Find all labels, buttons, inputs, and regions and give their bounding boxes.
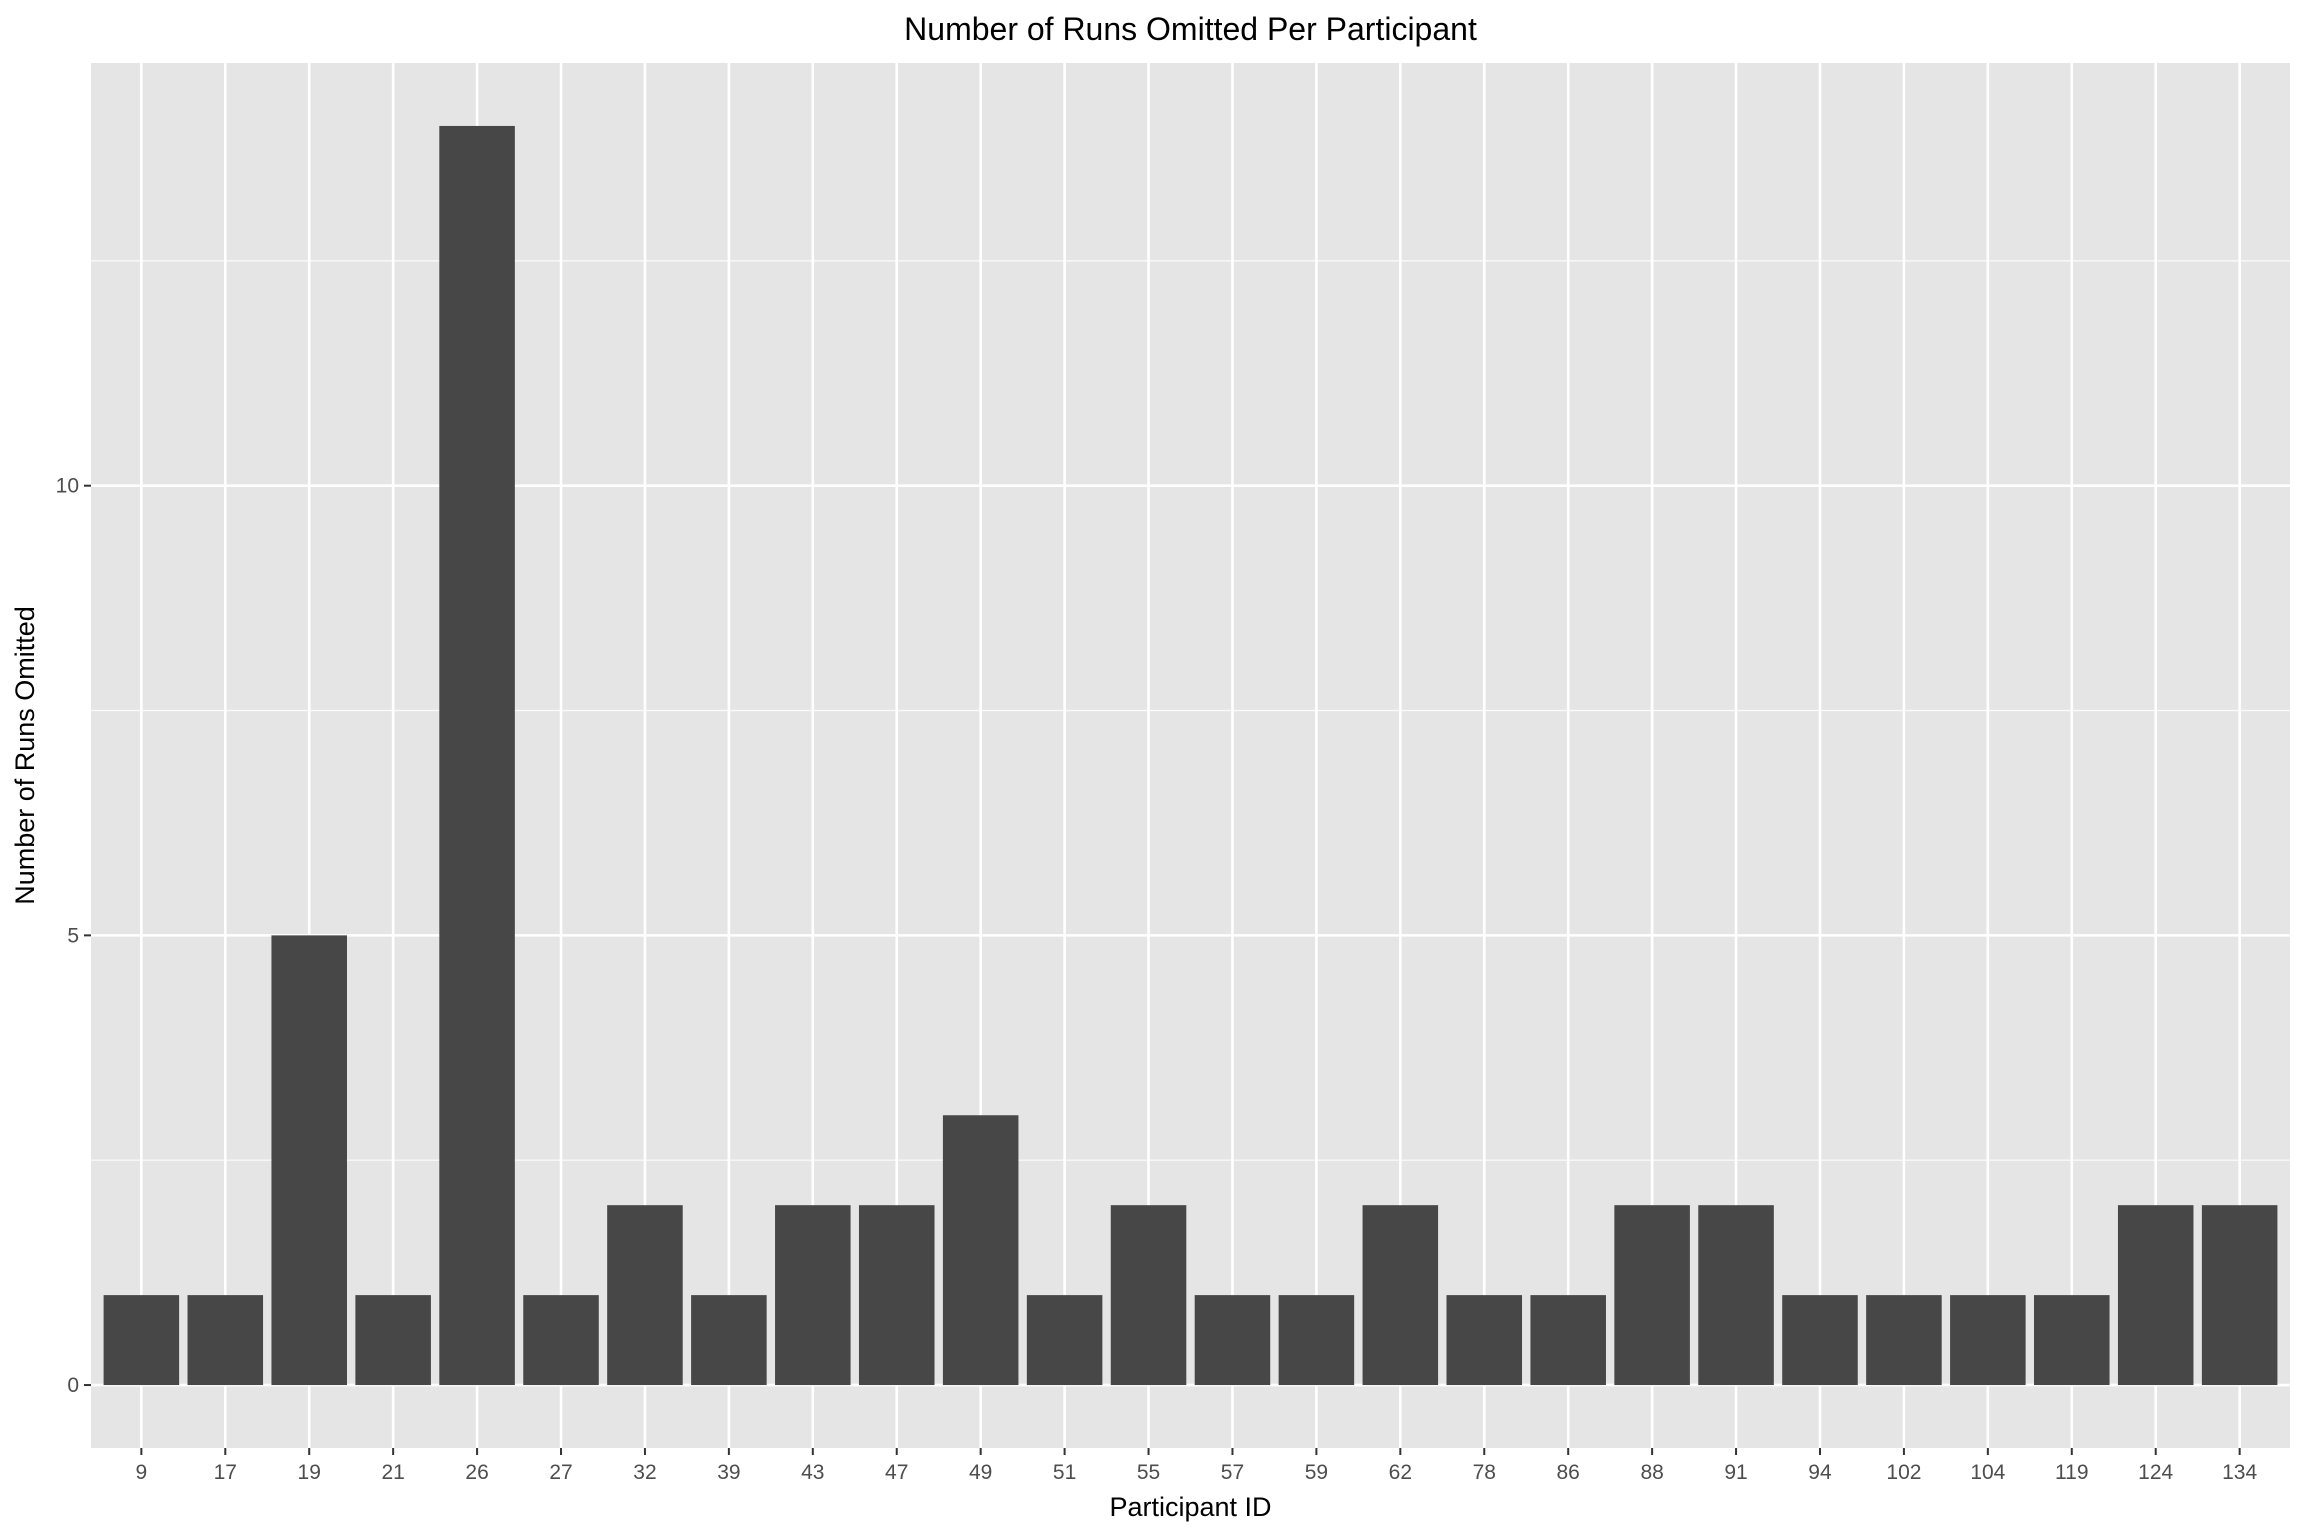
bar-17 <box>187 1295 264 1386</box>
x-tick-label: 57 <box>1221 1461 1244 1484</box>
bar-39 <box>691 1295 767 1386</box>
bar-62 <box>1362 1205 1439 1386</box>
x-tick-label: 104 <box>1970 1461 2005 1484</box>
x-tick-label: 26 <box>465 1461 488 1484</box>
chart-title: Number of Runs Omitted Per Participant <box>904 11 1477 47</box>
bar-9 <box>103 1295 180 1386</box>
y-axis-title: Number of Runs Omitted <box>10 606 40 905</box>
bar-88 <box>1614 1205 1690 1386</box>
x-tick-label: 19 <box>298 1461 321 1484</box>
bar-49 <box>942 1115 1019 1386</box>
bar-134 <box>2201 1205 2278 1386</box>
x-tick-label: 21 <box>381 1461 404 1484</box>
bar-102 <box>1866 1295 1942 1386</box>
x-tick-label: 47 <box>885 1461 908 1484</box>
y-tick-label: 10 <box>56 475 79 498</box>
axes: 0 5 10 9 17 19 21 26 27 32 39 43 47 49 51 55 57 59 62 78 86 8… <box>56 475 2258 1484</box>
bar-43 <box>775 1205 851 1386</box>
x-tick-label: 55 <box>1137 1461 1160 1484</box>
x-tick-label: 124 <box>2138 1461 2173 1484</box>
x-tick-label: 51 <box>1053 1461 1076 1484</box>
bar-124 <box>2117 1205 2194 1386</box>
bar-91 <box>1698 1205 1774 1386</box>
bar-19 <box>271 935 347 1386</box>
x-tick-label: 86 <box>1557 1461 1580 1484</box>
x-tick-label: 134 <box>2222 1461 2257 1484</box>
y-tick-label: 5 <box>67 924 79 947</box>
bar-21 <box>355 1295 431 1386</box>
bar-47 <box>858 1205 935 1386</box>
x-tick-label: 32 <box>633 1461 656 1484</box>
y-tick-label: 0 <box>67 1374 79 1397</box>
x-tick-label: 9 <box>136 1461 148 1484</box>
x-tick-label: 49 <box>969 1461 992 1484</box>
x-tick-label: 62 <box>1389 1461 1412 1484</box>
bar-59 <box>1278 1295 1355 1386</box>
x-axis-title: Participant ID <box>1109 1492 1271 1522</box>
x-tick-label: 27 <box>549 1461 572 1484</box>
bar-57 <box>1194 1295 1271 1386</box>
bar-32 <box>607 1205 683 1386</box>
x-tick-label: 39 <box>717 1461 740 1484</box>
plot-panel <box>91 63 2290 1448</box>
bar-27 <box>523 1295 599 1386</box>
bars <box>103 125 2278 1386</box>
x-tick-label: 17 <box>214 1461 237 1484</box>
bar-26 <box>439 125 515 1386</box>
x-tick-label: 88 <box>1640 1461 1663 1484</box>
x-tick-label: 59 <box>1305 1461 1328 1484</box>
x-tick-label: 102 <box>1886 1461 1921 1484</box>
bar-104 <box>1950 1295 2026 1386</box>
bar-78 <box>1446 1295 1523 1386</box>
bar-94 <box>1782 1295 1858 1386</box>
bar-86 <box>1530 1295 1606 1386</box>
x-tick-label: 119 <box>2055 1461 2088 1484</box>
x-tick-label: 78 <box>1473 1461 1496 1484</box>
x-tick-label: 94 <box>1808 1461 1832 1484</box>
bar-119 <box>2034 1295 2110 1386</box>
x-tick-label: 43 <box>801 1461 824 1484</box>
bar-51 <box>1026 1295 1103 1386</box>
bar-55 <box>1110 1205 1187 1386</box>
x-tick-label: 91 <box>1724 1461 1747 1484</box>
